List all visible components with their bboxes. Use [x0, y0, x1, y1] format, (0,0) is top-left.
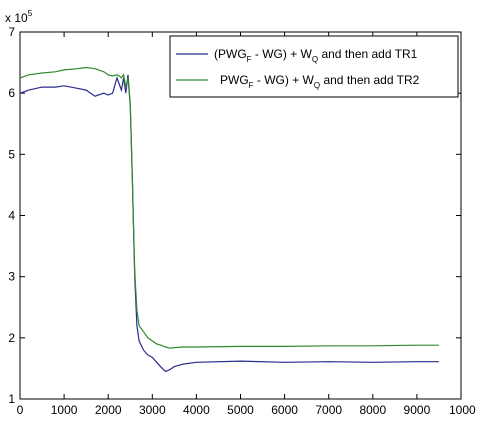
x-tick-label: 4000: [183, 403, 210, 417]
x-tick-label: 1000: [51, 403, 78, 417]
y-tick-label: 6: [8, 86, 15, 100]
y-multiplier-label: x 105: [5, 9, 33, 25]
y-tick-label: 5: [8, 147, 15, 161]
legend-box: [169, 35, 459, 98]
y-tick-label: 4: [8, 209, 15, 223]
legend-label-tr2: PWGF - WG) + WQ and then add TR2: [220, 73, 420, 90]
x-tick-label: 7000: [315, 403, 342, 417]
x-tick-label: 3000: [139, 403, 166, 417]
x-tick-label: 9000: [404, 403, 431, 417]
x-tick-label: 8000: [359, 403, 386, 417]
axis-ticks: 0 1000 2000 3000 4000 5000 6000 7000 8000 9000 100…: [8, 25, 476, 417]
y-tick-label: 3: [8, 270, 15, 284]
y-tick-label: 1: [8, 392, 15, 406]
legend: (PWGF - WG) + WQ and then add TR1 PWGF -…: [169, 35, 459, 98]
x-tick-label: 6000: [271, 403, 298, 417]
y-tick-label: 2: [8, 331, 15, 345]
x-tick-label: 1000: [449, 403, 476, 417]
y-tick-label: 7: [8, 25, 15, 39]
series-line-2: [19, 66, 439, 349]
series-group: [19, 66, 439, 373]
x-tick-label: 0: [17, 403, 24, 417]
x-tick-label: 2000: [95, 403, 122, 417]
x-tick-label: 5000: [227, 403, 254, 417]
legend-label-tr1: (PWGF - WG) + WQ and then add TR1: [214, 47, 418, 64]
